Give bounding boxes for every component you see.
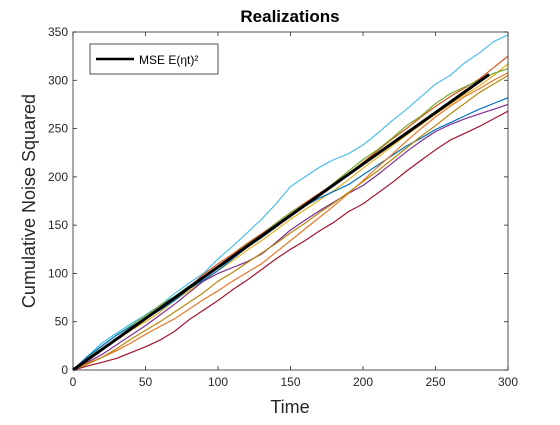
x-axis-label: Time bbox=[270, 397, 309, 417]
ticks-layer: 0 50 100 150 200 250 300 0 50 100 150 200 250 300 350 bbox=[48, 25, 518, 389]
y-tick-label: 250 bbox=[48, 122, 68, 136]
x-tick-label: 250 bbox=[425, 375, 445, 389]
series-line-9 bbox=[72, 74, 509, 371]
x-tick-label: 0 bbox=[70, 375, 77, 389]
y-tick-label: 0 bbox=[61, 363, 68, 377]
y-tick-label: 300 bbox=[48, 73, 68, 87]
x-tick-label: 150 bbox=[280, 375, 300, 389]
legend-label: MSE E(ηt)² bbox=[139, 53, 198, 67]
y-tick-label: 150 bbox=[48, 218, 68, 232]
x-tick-label: 50 bbox=[139, 375, 153, 389]
mse-layer bbox=[72, 73, 491, 372]
series-line-4 bbox=[72, 68, 509, 371]
axes-box bbox=[72, 31, 509, 371]
x-tick-label: 200 bbox=[353, 375, 373, 389]
legend: MSE E(ηt)² bbox=[89, 43, 219, 75]
plot-area bbox=[73, 32, 508, 370]
chart-title: Realizations bbox=[240, 7, 339, 26]
y-tick-label: 50 bbox=[55, 315, 69, 329]
y-tick-label: 200 bbox=[48, 170, 68, 184]
series-line-1 bbox=[72, 34, 509, 371]
y-tick-label: 100 bbox=[48, 266, 68, 280]
series-line-6 bbox=[72, 110, 509, 371]
mse-line bbox=[72, 73, 491, 372]
x-tick-label: 300 bbox=[498, 375, 518, 389]
y-tick-label: 350 bbox=[48, 25, 68, 39]
x-tick-label: 100 bbox=[208, 375, 228, 389]
series-line-7 bbox=[72, 103, 509, 371]
series-line-8 bbox=[72, 72, 509, 371]
y-axis-label: Cumulative Noise Squared bbox=[19, 94, 39, 308]
